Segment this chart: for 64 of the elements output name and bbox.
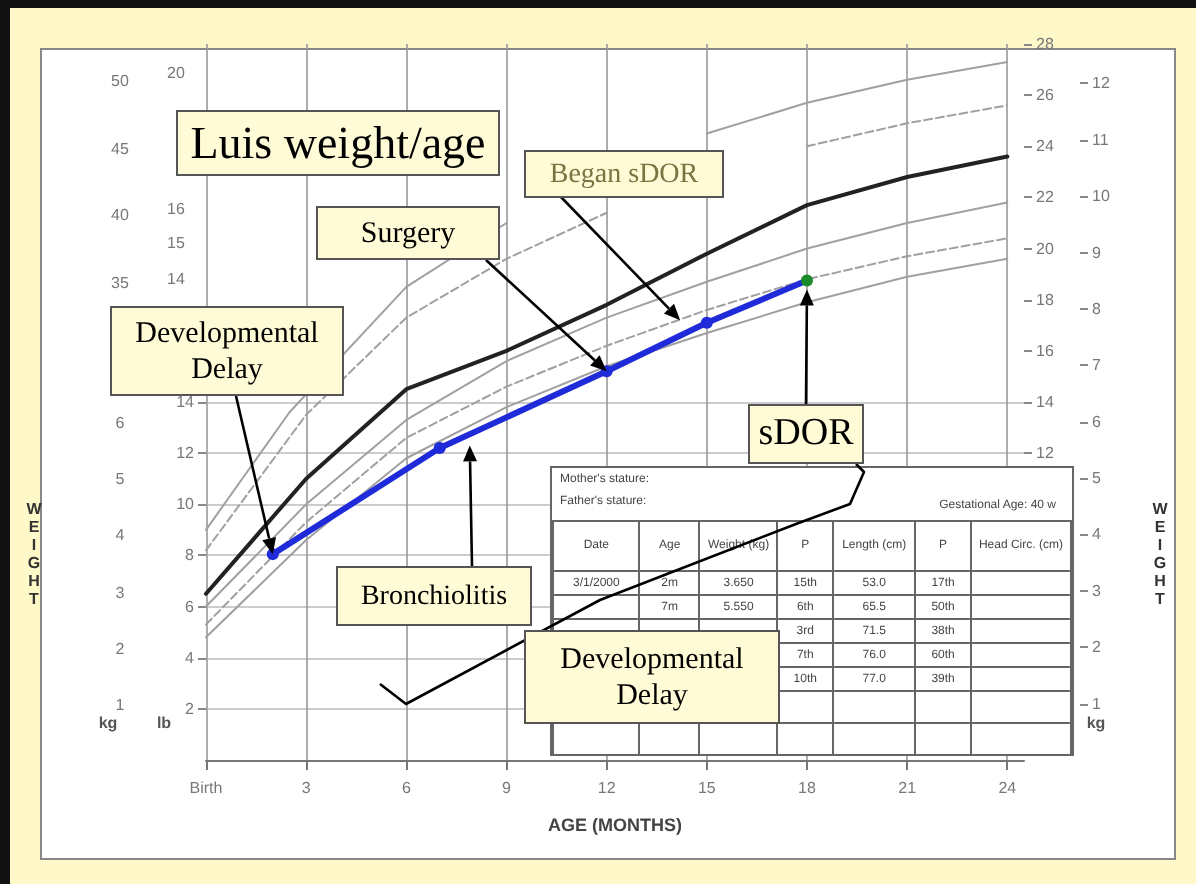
annotation: Surgery: [316, 206, 500, 260]
text: 5: [113, 470, 127, 490]
text: 35: [109, 274, 131, 294]
annotation: sDOR: [748, 404, 864, 464]
text: 1: [113, 696, 127, 716]
text: 50: [109, 72, 131, 92]
x-tick-label: Birth: [189, 779, 223, 797]
y-tick-label: 12: [176, 444, 196, 463]
text: 45: [109, 140, 131, 160]
y-tick-label: 8: [185, 546, 196, 565]
y2-tick-label: 1: [1092, 694, 1102, 713]
text: 6: [113, 414, 127, 434]
x-tick-label: 21: [898, 779, 918, 797]
y3-tick-label: 26: [1036, 86, 1055, 105]
y2-tick-label: 6: [1092, 412, 1102, 431]
annotation: Developmental Delay: [110, 306, 344, 396]
annotation: Began sDOR: [524, 150, 724, 198]
text: 16: [165, 200, 187, 220]
text: 15: [165, 234, 187, 254]
x-tick-label: 6: [401, 779, 412, 797]
y2-tick-label: 4: [1092, 525, 1102, 544]
y3-tick-label: 12: [1036, 444, 1055, 463]
text: 40: [109, 206, 131, 226]
point: [433, 442, 446, 455]
text: lb: [154, 714, 174, 734]
y2-tick-label: 11: [1092, 130, 1110, 149]
x-tick-label: 18: [798, 779, 817, 797]
y3-tick-label: 24: [1036, 137, 1055, 156]
text: Luis weight/age: [176, 110, 500, 176]
y3-tick-label: 16: [1036, 341, 1055, 360]
text: 20: [165, 64, 187, 84]
x-axis-title: AGE (MONTHS): [548, 815, 682, 835]
y2-tick-label: 9: [1092, 243, 1102, 262]
x-tick-label: 9: [502, 779, 513, 797]
text: 4: [113, 526, 127, 546]
y2-tick-label: 7: [1092, 356, 1102, 375]
y3-tick-label: 14: [1036, 393, 1055, 411]
text: kg: [96, 714, 120, 734]
annotation: Bronchiolitis: [336, 566, 532, 626]
text: kg: [1084, 714, 1108, 734]
text: 3: [113, 584, 127, 604]
y2-tick-label: 10: [1092, 187, 1111, 206]
point: [800, 274, 813, 287]
y3-tick-label: 18: [1036, 290, 1055, 309]
text: WEIGHT: [1152, 500, 1168, 608]
y2-tick-label: 8: [1092, 299, 1102, 318]
x-tick-label: 24: [998, 779, 1018, 797]
x-tick-label: 15: [697, 779, 717, 797]
point: [700, 316, 713, 329]
y-tick-label: 6: [185, 597, 196, 616]
y-tick-label: 2: [185, 699, 196, 718]
y3-tick-label: 22: [1036, 188, 1055, 207]
y2-tick-label: 3: [1092, 581, 1102, 600]
y-tick-label: 14: [176, 393, 196, 411]
y-tick-label: 4: [185, 648, 196, 667]
y2-tick-label: 5: [1092, 469, 1102, 488]
annotation: Developmental Delay: [524, 630, 780, 724]
text: 2: [113, 640, 127, 660]
y2-tick-label: 12: [1092, 74, 1111, 93]
x-tick-label: 12: [597, 779, 617, 797]
y2-tick-label: 2: [1092, 638, 1102, 657]
y-tick-label: 10: [176, 495, 196, 514]
y3-tick-label: 20: [1036, 239, 1055, 258]
x-tick-label: 3: [301, 779, 312, 797]
